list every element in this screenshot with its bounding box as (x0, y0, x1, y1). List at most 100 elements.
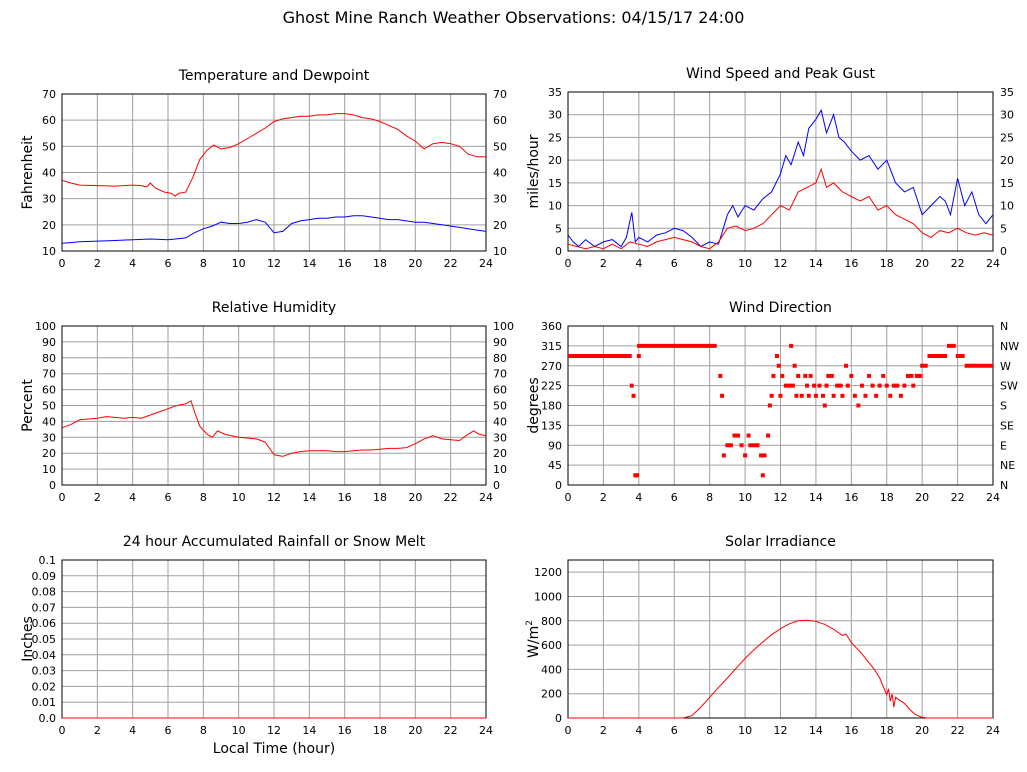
y-tick-label: 90 (548, 439, 562, 452)
x-tick-label: 8 (200, 724, 207, 737)
x-tick-label: 24 (986, 491, 1000, 504)
direction-point (755, 443, 760, 448)
direction-point (844, 363, 849, 368)
x-tick-label: 18 (880, 724, 894, 737)
y-tick-label: 0.04 (32, 649, 57, 662)
series-line-0 (568, 619, 993, 719)
y-tick-label: 45 (548, 459, 562, 472)
direction-point (909, 373, 914, 378)
x-tick-label: 8 (200, 257, 207, 270)
y-tick-label: 35 (548, 86, 562, 99)
y-tick-label: 1200 (534, 566, 562, 579)
direction-point (803, 373, 808, 378)
chart-title: Wind Speed and Peak Gust (686, 66, 875, 82)
x-tick-label: 16 (338, 724, 352, 737)
y-tick-label-right: 20 (1000, 154, 1014, 167)
x-tick-label: 6 (165, 724, 172, 737)
x-tick-label: 2 (600, 257, 607, 270)
direction-point (806, 393, 811, 398)
direction-point (824, 383, 829, 388)
y-axis-label: Percent (20, 379, 36, 432)
direction-point (778, 393, 783, 398)
x-tick-label: 24 (986, 257, 1000, 270)
x-tick-label: 10 (232, 724, 246, 737)
x-tick-label: 24 (986, 724, 1000, 737)
plot-frame (567, 91, 994, 252)
y-tick-label-right: 60 (493, 114, 507, 127)
direction-point (762, 453, 767, 458)
x-tick-label: 4 (635, 491, 642, 504)
direction-point (817, 383, 822, 388)
direction-point (822, 403, 827, 408)
direction-point (838, 383, 843, 388)
y-axis-label: W/m2 (525, 620, 542, 658)
y-tick-label: 50 (42, 140, 56, 153)
compass-label: E (1000, 439, 1007, 452)
direction-point (898, 393, 903, 398)
x-tick-label: 8 (706, 491, 713, 504)
y-tick-label: 10 (42, 463, 56, 476)
x-tick-label: 10 (738, 491, 752, 504)
plot-frame (567, 559, 994, 719)
x-tick-label: 12 (774, 257, 788, 270)
direction-point (760, 473, 765, 478)
direction-point (787, 383, 792, 388)
x-tick-label: 14 (809, 724, 823, 737)
y-tick-label-right: 30 (1000, 109, 1014, 122)
direction-point (849, 373, 854, 378)
y-tick-label: 225 (541, 380, 562, 393)
x-tick-label: 12 (267, 257, 281, 270)
direction-point (771, 373, 776, 378)
y-tick-label: 0.1 (39, 554, 57, 567)
x-tick-label: 0 (565, 257, 572, 270)
direction-point (856, 403, 861, 408)
y-tick-label: 10 (548, 200, 562, 213)
y-axis-label: miles/hour (526, 134, 542, 208)
direction-point (840, 393, 845, 398)
x-tick-label: 6 (165, 257, 172, 270)
x-tick-label: 20 (408, 724, 422, 737)
direction-point (766, 433, 771, 438)
y-axis-label: Inches (20, 616, 36, 661)
direction-point (881, 373, 886, 378)
y-tick-label-right: 20 (493, 447, 507, 460)
direction-point (911, 383, 916, 388)
y-tick-label: 0.06 (32, 617, 57, 630)
direction-point (732, 433, 737, 438)
direction-point (920, 363, 925, 368)
y-tick-label: 360 (541, 320, 562, 333)
x-tick-label: 18 (373, 724, 387, 737)
y-tick-label: 270 (541, 360, 562, 373)
x-tick-label: 22 (951, 491, 965, 504)
direction-point (831, 393, 836, 398)
direction-point (874, 393, 879, 398)
y-tick-label: 25 (548, 131, 562, 144)
compass-label: NW (1000, 340, 1019, 353)
series-line-0 (567, 108, 994, 248)
x-tick-label: 8 (706, 724, 713, 737)
x-tick-label: 22 (444, 257, 458, 270)
plot-frame (61, 93, 487, 252)
y-tick-label: 0.03 (32, 665, 57, 678)
y-tick-label: 30 (548, 109, 562, 122)
direction-point (736, 433, 740, 438)
direction-point (870, 383, 875, 388)
y-tick-label-right: 40 (493, 167, 507, 180)
direction-point (918, 373, 923, 378)
direction-point (767, 403, 772, 408)
y-tick-label: 800 (541, 615, 562, 628)
x-tick-label: 2 (94, 724, 101, 737)
x-tick-label: 10 (232, 257, 246, 270)
y-tick-label-right: 10 (493, 245, 507, 258)
y-tick-label: 0.01 (32, 696, 57, 709)
x-tick-label: 20 (408, 257, 422, 270)
direction-point (769, 393, 774, 398)
direction-point (845, 383, 850, 388)
y-tick-label-right: 25 (1000, 131, 1014, 144)
compass-label: NE (1000, 459, 1015, 472)
